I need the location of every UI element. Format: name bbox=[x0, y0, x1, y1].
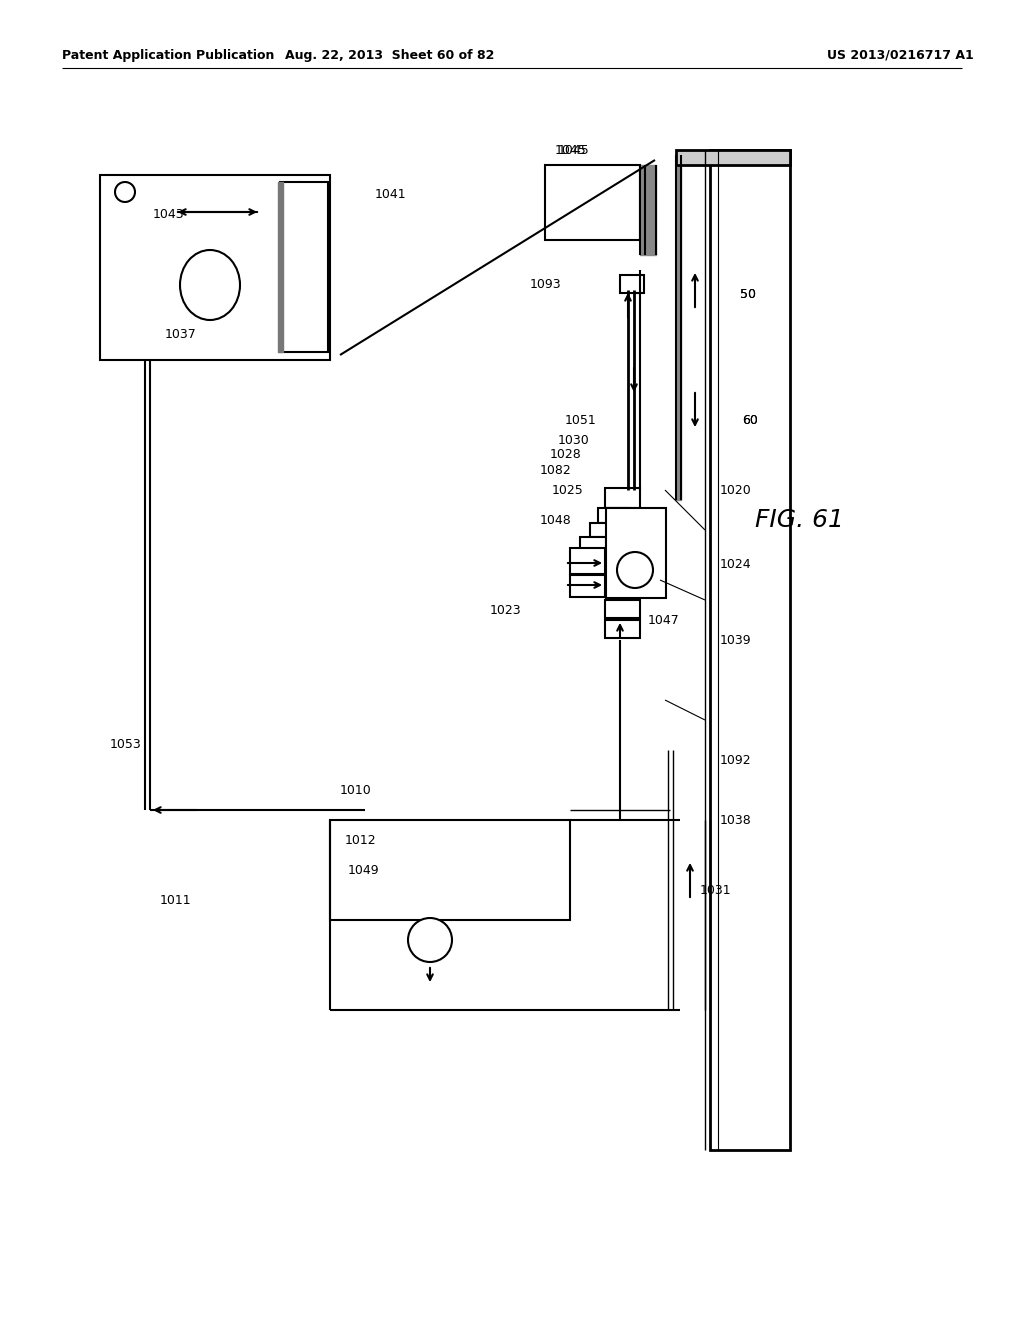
Bar bbox=[570, 576, 605, 597]
Text: 1053: 1053 bbox=[110, 738, 141, 751]
Bar bbox=[676, 150, 790, 165]
Text: 1045: 1045 bbox=[555, 144, 587, 157]
Bar bbox=[605, 601, 640, 618]
Text: 1038: 1038 bbox=[720, 813, 752, 826]
Bar bbox=[330, 820, 570, 920]
Text: 1048: 1048 bbox=[540, 513, 571, 527]
Text: 1049: 1049 bbox=[348, 863, 380, 876]
Bar bbox=[606, 508, 666, 598]
Text: 1028: 1028 bbox=[550, 449, 582, 462]
Text: 1012: 1012 bbox=[345, 833, 377, 846]
Text: 1045: 1045 bbox=[558, 144, 590, 157]
Text: Patent Application Publication: Patent Application Publication bbox=[62, 49, 274, 62]
Text: 1051: 1051 bbox=[565, 413, 597, 426]
Text: 1039: 1039 bbox=[720, 634, 752, 647]
Text: 1043: 1043 bbox=[153, 209, 184, 222]
Text: 1031: 1031 bbox=[700, 883, 731, 896]
Bar bbox=[580, 537, 606, 550]
Bar bbox=[620, 275, 644, 293]
Text: 1093: 1093 bbox=[530, 279, 561, 292]
Bar bbox=[605, 488, 640, 508]
Text: 1023: 1023 bbox=[490, 603, 521, 616]
Bar bbox=[100, 176, 330, 360]
Text: 1041: 1041 bbox=[375, 189, 407, 202]
Text: 1030: 1030 bbox=[558, 433, 590, 446]
Circle shape bbox=[408, 917, 452, 962]
Text: 1024: 1024 bbox=[720, 558, 752, 572]
Text: FIG. 61: FIG. 61 bbox=[755, 508, 844, 532]
Circle shape bbox=[290, 182, 310, 202]
Text: 1037: 1037 bbox=[165, 329, 197, 342]
Text: 1010: 1010 bbox=[340, 784, 372, 796]
Bar bbox=[570, 548, 605, 574]
Text: Aug. 22, 2013  Sheet 60 of 82: Aug. 22, 2013 Sheet 60 of 82 bbox=[286, 49, 495, 62]
Text: 1011: 1011 bbox=[160, 894, 191, 907]
Bar bbox=[710, 150, 790, 1150]
Bar bbox=[605, 620, 640, 638]
Circle shape bbox=[617, 552, 653, 587]
Bar bbox=[280, 182, 328, 352]
Text: 50: 50 bbox=[740, 289, 756, 301]
Text: 1082: 1082 bbox=[540, 463, 571, 477]
Text: 1092: 1092 bbox=[720, 754, 752, 767]
Ellipse shape bbox=[180, 249, 240, 319]
Bar bbox=[590, 523, 618, 537]
Text: 60: 60 bbox=[742, 413, 758, 426]
Circle shape bbox=[115, 182, 135, 202]
Bar bbox=[598, 508, 628, 523]
Text: 1047: 1047 bbox=[648, 614, 680, 627]
Bar bbox=[545, 165, 640, 240]
Text: 60: 60 bbox=[742, 413, 758, 426]
Text: US 2013/0216717 A1: US 2013/0216717 A1 bbox=[826, 49, 974, 62]
Text: 1020: 1020 bbox=[720, 483, 752, 496]
Text: 50: 50 bbox=[740, 289, 756, 301]
Text: 1025: 1025 bbox=[552, 483, 584, 496]
